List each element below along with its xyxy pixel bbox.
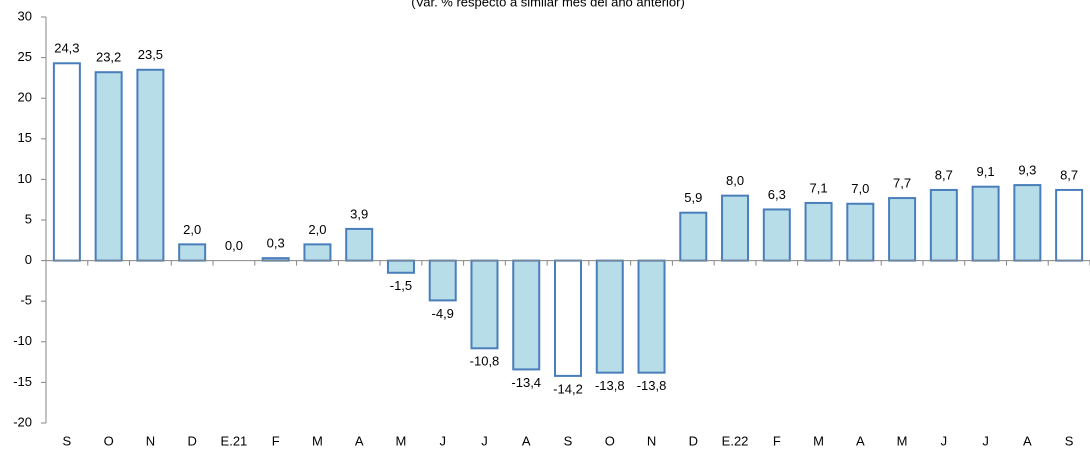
data-label: 8,7 — [935, 167, 953, 182]
bar — [345, 227, 374, 262]
bar — [303, 243, 332, 262]
data-label: -13,8 — [595, 378, 625, 393]
bar — [1013, 184, 1042, 262]
x-tick-label: O — [104, 433, 114, 448]
x-tick-label: F — [773, 433, 781, 448]
data-label: 7,1 — [810, 180, 828, 195]
x-tick-label: E.21 — [221, 433, 248, 448]
bar — [136, 68, 165, 262]
bar — [428, 259, 457, 302]
x-tick-label: D — [187, 433, 196, 448]
data-label: -13,4 — [511, 375, 541, 390]
data-label: 7,7 — [893, 176, 911, 191]
bar — [804, 201, 833, 262]
x-tick-label: D — [689, 433, 698, 448]
x-tick-label: J — [941, 433, 948, 448]
bar — [554, 259, 582, 377]
bar — [846, 202, 875, 262]
y-tick-label: -20 — [13, 414, 32, 429]
bar — [679, 211, 708, 262]
x-tick-label: E.22 — [722, 433, 749, 448]
y-tick-label: 20 — [18, 90, 32, 105]
data-label: 7,0 — [851, 181, 869, 196]
x-tick-label: A — [522, 433, 531, 448]
bar — [929, 188, 958, 262]
y-tick-label: 30 — [18, 8, 32, 23]
data-label: -10,8 — [470, 354, 500, 369]
x-tick-label: S — [564, 433, 573, 448]
x-tick-label: N — [146, 433, 155, 448]
x-tick-label: M — [312, 433, 323, 448]
data-label: 23,2 — [96, 50, 121, 65]
data-label: 8,7 — [1060, 167, 1078, 182]
chart-subtitle: (Var. % respecto a similar mes del año a… — [411, 0, 685, 9]
data-label: 2,0 — [308, 222, 326, 237]
data-label: 5,9 — [684, 190, 702, 205]
x-tick-label: J — [439, 433, 446, 448]
x-tick-label: A — [355, 433, 364, 448]
bar — [386, 259, 415, 274]
x-tick-label: F — [272, 433, 280, 448]
bar — [52, 62, 81, 262]
y-tick-label: 0 — [25, 252, 32, 267]
y-tick-label: 15 — [18, 130, 32, 145]
y-tick-label: 10 — [18, 171, 32, 186]
data-label: 23,5 — [138, 47, 163, 62]
bar — [637, 259, 666, 374]
bar — [94, 71, 123, 262]
data-label: -4,9 — [432, 306, 454, 321]
y-tick-label: 25 — [18, 49, 32, 64]
x-tick-label: J — [982, 433, 989, 448]
bar — [178, 243, 207, 262]
bar — [721, 194, 750, 262]
data-label: 9,1 — [977, 164, 995, 179]
data-label: 9,3 — [1018, 163, 1036, 178]
x-tick-label: M — [897, 433, 908, 448]
bar — [595, 259, 624, 374]
bar — [971, 185, 1000, 262]
x-tick-label: N — [647, 433, 656, 448]
data-label: 8,0 — [726, 173, 744, 188]
data-label: -1,5 — [390, 278, 412, 293]
y-tick-label: 5 — [25, 211, 32, 226]
data-label: 0,0 — [225, 238, 243, 253]
x-tick-label: J — [481, 433, 488, 448]
bar — [762, 208, 791, 262]
y-tick-label: -15 — [13, 374, 32, 389]
x-tick-label: O — [605, 433, 615, 448]
bar — [1055, 188, 1084, 262]
data-label: 24,3 — [54, 41, 79, 56]
x-tick-label: M — [813, 433, 824, 448]
bar — [470, 259, 499, 350]
x-tick-label: M — [396, 433, 407, 448]
y-tick-label: -10 — [13, 333, 32, 348]
data-label: 3,9 — [350, 206, 368, 221]
data-label: -14,2 — [553, 381, 583, 396]
data-label: -13,8 — [637, 378, 667, 393]
x-tick-label: A — [856, 433, 865, 448]
bar — [888, 197, 917, 262]
data-label: 6,3 — [768, 187, 786, 202]
bar — [512, 259, 541, 371]
x-tick-label: S — [1065, 433, 1074, 448]
data-label: 2,0 — [183, 222, 201, 237]
data-label: 0,3 — [267, 236, 285, 251]
x-tick-label: S — [63, 433, 72, 448]
x-tick-label: A — [1023, 433, 1032, 448]
y-tick-label: -5 — [20, 293, 32, 308]
